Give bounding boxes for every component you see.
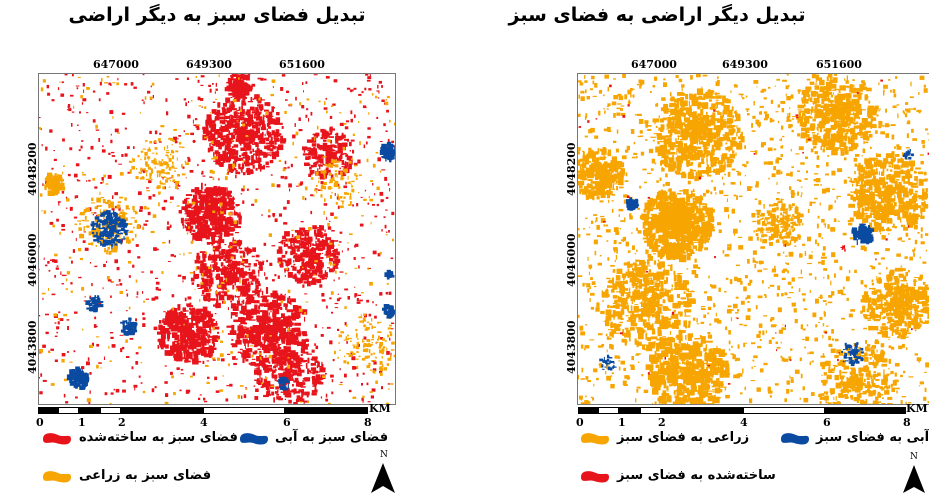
left-scale-label: 1 [78, 416, 86, 429]
legend-swatch-built [43, 433, 71, 445]
right-x-tick: 651600 [816, 58, 862, 71]
left-map-title: تبدیل فضای سبز به دیگر اراضی [68, 4, 366, 26]
left-change-map [38, 73, 396, 405]
left-north-letter: N [380, 450, 388, 460]
legend-swatch-agri [581, 433, 609, 445]
right-north-arrow-icon [903, 465, 925, 493]
legend-swatch-built [581, 471, 609, 483]
right-x-tick: 649300 [722, 58, 768, 71]
left-scale-label: 2 [118, 416, 126, 429]
right-map-title: تبدیل دیگر اراضی به فضای سبز [508, 4, 806, 26]
left-x-tick: 649300 [186, 58, 232, 71]
legend-label-agri: زراعی به فضای سبز [617, 430, 750, 445]
legend-label-water: آبی به فضای سبز [816, 430, 929, 445]
right-scale-label: 1 [618, 416, 626, 429]
left-scale-label: 4 [200, 416, 208, 429]
right-map-panel: تبدیل دیگر اراضی به فضای سبز 647000 6493… [465, 0, 929, 497]
right-scale-label: 2 [658, 416, 666, 429]
left-scale-label: 6 [283, 416, 291, 429]
left-scale-unit: KM [369, 402, 391, 415]
left-scale-bar [38, 407, 368, 414]
legend-label-water: فضای سبز به آبی [275, 430, 389, 445]
legend-swatch-water [781, 433, 809, 445]
legend-label-agri: فضای سبز به زراعی [79, 468, 212, 483]
right-scale-bar [578, 407, 906, 414]
left-scale-label: 8 [364, 416, 372, 429]
left-map-canvas [39, 74, 395, 404]
legend-label-built: فضای سبز به ساخته‌شده [79, 430, 238, 445]
legend-label-built: ساخته‌شده به فضای سبز [617, 468, 776, 483]
right-scale-label: 6 [823, 416, 831, 429]
right-scale-unit: KM [906, 402, 928, 415]
right-x-tick: 647000 [631, 58, 677, 71]
left-north-arrow-icon [371, 463, 395, 493]
right-scale-label: 8 [903, 416, 911, 429]
right-scale-label: 0 [576, 416, 584, 429]
legend-swatch-agri [43, 471, 71, 483]
legend-swatch-water [240, 433, 268, 445]
right-north-letter: N [910, 452, 918, 462]
left-x-tick: 651600 [279, 58, 325, 71]
left-x-tick: 647000 [93, 58, 139, 71]
left-scale-label: 0 [36, 416, 44, 429]
right-change-map [577, 73, 929, 405]
left-map-panel: تبدیل فضای سبز به دیگر اراضی 647000 6493… [0, 0, 464, 497]
right-scale-label: 4 [740, 416, 748, 429]
right-map-canvas [578, 74, 929, 404]
